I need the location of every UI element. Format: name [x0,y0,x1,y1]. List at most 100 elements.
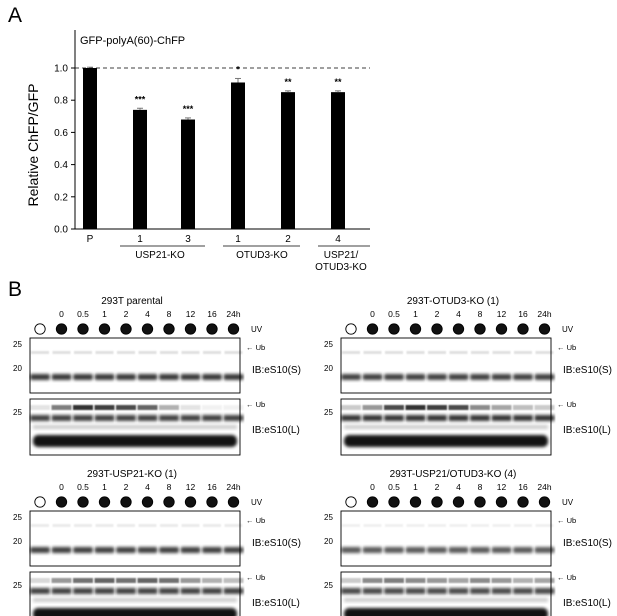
lane-marker-open [34,496,46,508]
mw-marker: 20 [324,537,333,546]
band-ub [202,578,222,583]
y-tick-label: 0.0 [54,225,68,236]
band-faint [95,351,114,354]
timepoint-label: 16 [518,482,528,492]
band-faint [224,351,243,354]
lane-marker-filled [366,323,379,335]
band [159,588,179,594]
lane-marker-filled [98,323,111,335]
band [116,415,136,421]
ib-short-label: IB:eS10(S) [252,538,301,549]
timepoint-label: 1 [413,309,418,319]
timepoint-label: 8 [478,482,483,492]
mw-marker: 25 [13,581,22,590]
mw-marker: 20 [13,537,22,546]
band [534,374,555,380]
lane-marker-filled [495,496,508,508]
band [448,547,469,553]
band [341,547,361,553]
category-label: 4 [335,234,341,245]
uv-label: UV [251,325,263,334]
band-faint [138,351,157,354]
lane-marker-open [34,323,46,335]
timepoint-label: 24h [226,309,240,319]
band-saturated [33,608,237,616]
timepoint-label: 12 [497,482,507,492]
band [513,588,533,594]
band [137,588,158,594]
band [51,547,72,553]
lane-marker-filled [409,323,422,335]
band-faint [342,351,360,354]
band-faint [471,524,489,527]
timepoint-label: 24h [537,309,551,319]
significance-label: * [236,64,240,74]
band [202,415,222,421]
lane-marker-filled [474,496,486,508]
band [427,415,447,421]
band [223,547,244,553]
band-ub [448,578,469,583]
lane-marker-filled [184,496,197,508]
band-ub [159,405,179,410]
ib-short-label: IB:eS10(S) [563,365,612,376]
y-axis-label: Relative ChFP/GFP [25,84,41,207]
band [116,588,136,594]
band-faint [181,524,200,527]
lane-marker-filled [141,323,154,335]
band-faint [535,351,554,354]
band [116,547,136,553]
band-ub [30,405,50,410]
group-label-usp21: USP21-KO [135,250,185,261]
timepoint-label: 2 [124,482,129,492]
band [30,588,50,594]
band-ub [341,405,361,410]
band [180,547,201,553]
mw-marker: 25 [13,340,22,349]
band [362,415,383,421]
blot-short-exposure [29,510,241,567]
band-ub [30,578,50,583]
mw-marker: 25 [324,581,333,590]
band [73,547,93,553]
timepoint-label: 16 [207,482,217,492]
timepoint-label: 12 [186,309,196,319]
construct-label: GFP-polyA(60)-ChFP [80,35,185,47]
timepoint-label: 0 [59,482,64,492]
group-label-otud3: OTUD3-KO [236,250,288,261]
band [137,415,158,421]
timepoint-label: 0.5 [77,309,89,319]
band-ub [73,578,93,583]
band-faint [74,351,92,354]
lane-marker-filled [98,496,111,508]
band [202,547,222,553]
timepoint-label: 12 [497,309,507,319]
band [94,415,115,421]
band-faint [428,524,446,527]
band-ub [51,405,72,410]
blot-short-exposure [340,337,552,394]
band-faint [138,524,157,527]
band-faint [385,351,403,354]
significance-label: ** [334,77,342,87]
band-ub [223,405,244,410]
band [180,415,201,421]
band-ub [159,578,179,583]
mw-marker: 25 [324,513,333,522]
band-smear [33,425,237,429]
band-ub [513,405,533,410]
bar [331,92,345,230]
band [180,374,201,380]
band-faint [363,524,382,527]
band [427,547,447,553]
lane-marker-filled [141,496,154,508]
bar [83,68,97,229]
lane-marker-filled [77,496,89,508]
ub-label: ← Ub [246,516,265,525]
lane-marker-filled [517,323,529,335]
band [73,415,93,421]
band [159,415,179,421]
group-label-double-2: OTUD3-KO [315,262,367,273]
band [448,374,469,380]
